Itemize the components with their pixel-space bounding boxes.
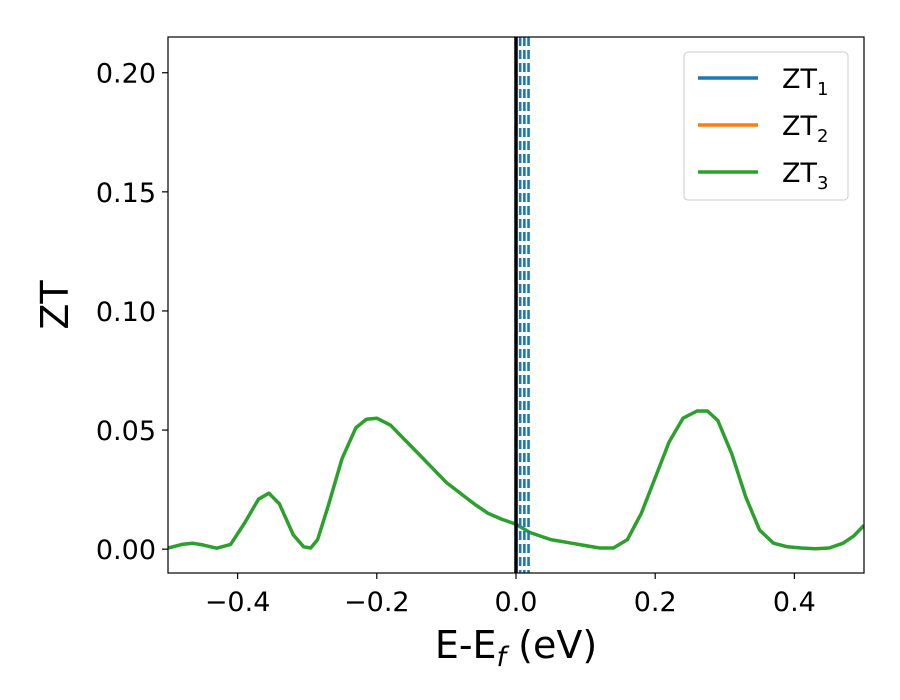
- x-axis-label: E-Ef (eV): [435, 623, 597, 673]
- y-tick-label: 0.20: [96, 59, 156, 90]
- x-tick-label: 0.0: [495, 587, 538, 618]
- y-axis: 0.00 0.05 0.10 0.15 0.20: [96, 59, 168, 566]
- x-tick-label: −0.4: [205, 587, 271, 618]
- x-axis: −0.4 −0.2 0.0 0.2 0.4: [205, 573, 816, 618]
- legend-label-3: ZT3: [782, 158, 828, 194]
- x-tick-label: 0.2: [634, 587, 677, 618]
- legend: ZT1 ZT2 ZT3: [683, 51, 849, 201]
- x-axis-label-unit: (eV): [506, 623, 597, 667]
- plot-area: [168, 37, 864, 573]
- x-tick-label: 0.4: [773, 587, 816, 618]
- y-tick-label: 0.00: [96, 535, 156, 566]
- y-axis-label: ZT: [33, 280, 77, 330]
- legend-label-1: ZT1: [782, 64, 828, 100]
- legend-box: [683, 51, 849, 201]
- legend-label-2: ZT2: [782, 111, 828, 147]
- x-tick-label: −0.2: [344, 587, 410, 618]
- y-tick-label: 0.15: [96, 178, 156, 209]
- series-line-3: [168, 409, 864, 551]
- y-tick-label: 0.05: [96, 416, 156, 447]
- y-tick-label: 0.10: [96, 297, 156, 328]
